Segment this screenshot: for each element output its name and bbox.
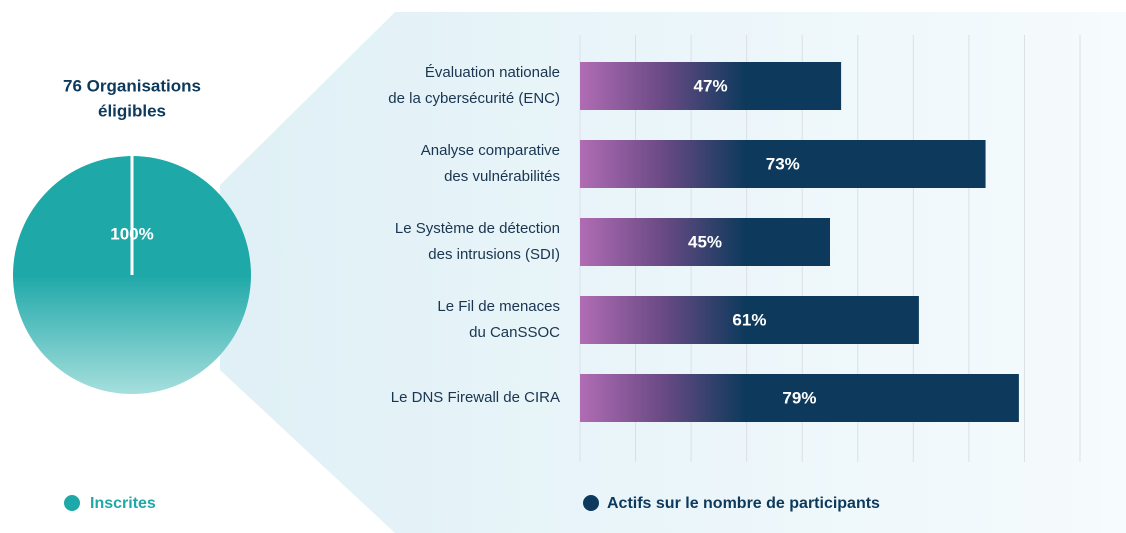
- pie-value-label: 100%: [110, 224, 153, 243]
- legend-marker: [64, 495, 80, 511]
- value-label: 79%: [782, 388, 816, 407]
- value-label: 73%: [766, 154, 800, 173]
- category-label: Le Fil de menaces du CanSSOC: [437, 298, 560, 341]
- category-label: Le Système de détection des intrusions (S…: [395, 220, 560, 263]
- pie-title: 76 Organisations éligibles: [63, 77, 201, 121]
- value-label: 61%: [732, 310, 766, 329]
- bar: [580, 140, 986, 188]
- bar: [580, 296, 919, 344]
- bar: [580, 62, 842, 110]
- bar: [580, 374, 1019, 422]
- legend-marker: [583, 495, 599, 511]
- legend-label: Actifs sur le nombre de participants: [607, 495, 880, 512]
- category-label: Le DNS Firewall de CIRA: [391, 389, 560, 406]
- category-label: Analyse comparative des vulnérabilités: [421, 142, 560, 185]
- legend-label: Inscrites: [90, 495, 156, 512]
- bar: [580, 218, 830, 266]
- value-label: 45%: [688, 232, 722, 251]
- value-label: 47%: [694, 76, 728, 95]
- category-label: Évaluation nationale de la cybersécurité …: [388, 64, 560, 107]
